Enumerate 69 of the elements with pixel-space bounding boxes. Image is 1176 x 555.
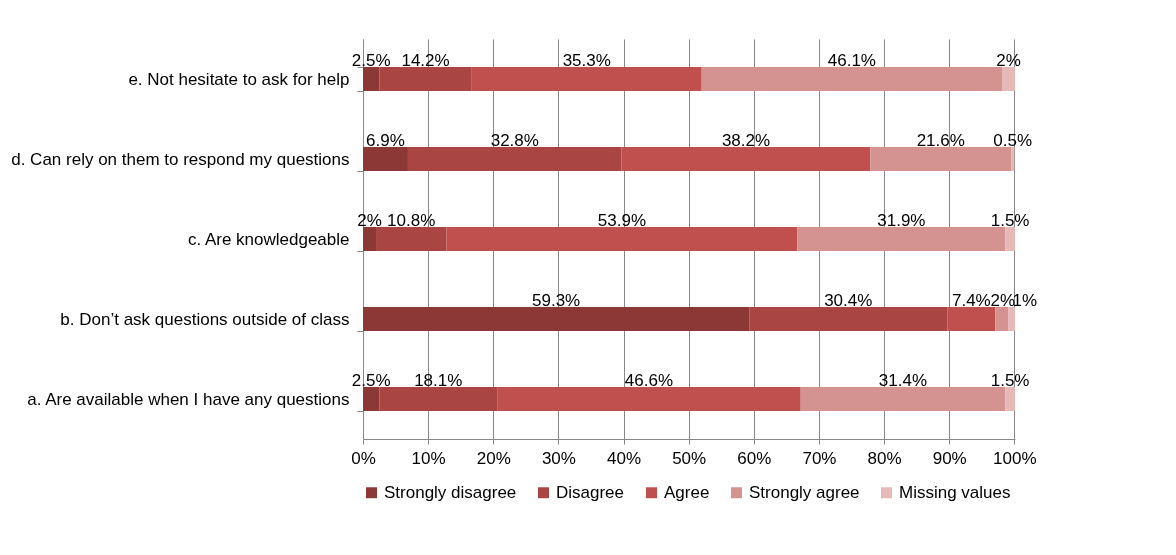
x-tick-label: 90% — [932, 448, 967, 468]
bar — [701, 67, 1002, 91]
bar — [800, 387, 1006, 411]
x-tick-label: 40% — [607, 448, 642, 468]
y-tick-label: e. Not hesitate to ask for help — [128, 69, 350, 89]
legend-label: Missing values — [899, 482, 1011, 502]
bar — [1005, 227, 1015, 251]
data-label: 59.3% — [532, 291, 581, 310]
data-label: 10.8% — [387, 211, 436, 230]
bar — [407, 147, 622, 171]
bar — [379, 67, 472, 91]
data-label: 6.9% — [366, 131, 405, 150]
data-label: 2.5% — [351, 51, 391, 70]
y-tick-label: d. Can rely on them to respond my questions — [11, 149, 350, 169]
y-tick-label: b. Don’t ask questions outside of class — [60, 309, 350, 329]
bar — [471, 67, 702, 91]
bar — [870, 147, 1012, 171]
x-tick-label: 0% — [351, 448, 376, 468]
x-tick-label: 80% — [867, 448, 902, 468]
data-label: 1.5% — [990, 211, 1030, 230]
bar — [363, 67, 380, 91]
legend-label: Strongly disagree — [384, 482, 517, 502]
bar — [363, 147, 408, 171]
bar — [995, 307, 1009, 331]
data-label: 31.4% — [878, 371, 928, 390]
data-label: 46.6% — [624, 371, 674, 390]
bar — [363, 227, 377, 251]
data-label: 46.1% — [827, 51, 876, 70]
data-label: 7.4% — [951, 291, 991, 310]
legend-label: Disagree — [556, 482, 625, 502]
x-tick-label: 60% — [737, 448, 772, 468]
bar — [1001, 67, 1015, 91]
bar — [363, 387, 380, 411]
x-tick-label: 20% — [476, 448, 511, 468]
bar — [621, 147, 871, 171]
data-label: 2.5% — [351, 371, 391, 390]
bar — [1005, 387, 1015, 411]
bar — [749, 307, 948, 331]
data-label: 53.9% — [597, 211, 647, 230]
legend-label: Agree — [664, 482, 710, 502]
bar — [1011, 147, 1015, 171]
data-label: 14.2% — [401, 51, 450, 70]
bar — [363, 307, 750, 331]
data-label: 35.3% — [562, 51, 611, 70]
data-label: 38.2% — [721, 131, 771, 150]
x-tick-label: 10% — [411, 448, 446, 468]
bar — [497, 387, 801, 411]
bar — [446, 227, 798, 251]
bar — [1008, 307, 1015, 331]
data-label: 0.5% — [993, 131, 1033, 150]
bar — [379, 387, 498, 411]
data-label: 2% — [357, 211, 382, 230]
x-tick-label: 50% — [672, 448, 707, 468]
data-label: 30.4% — [824, 291, 873, 310]
data-label: 31.9% — [877, 211, 926, 230]
legend-label: Strongly agree — [749, 482, 860, 502]
data-label: 21.6% — [916, 131, 965, 150]
bar — [797, 227, 1006, 251]
y-tick-label: a. Are available when I have any questions — [27, 389, 350, 409]
y-tick-label: c. Are knowledgeable — [187, 229, 350, 249]
bar — [376, 227, 447, 251]
bar — [947, 307, 996, 331]
data-label: 18.1% — [414, 371, 463, 390]
x-tick-label: 100% — [993, 448, 1037, 468]
x-tick-label: 30% — [541, 448, 576, 468]
data-label: 32.8% — [490, 131, 539, 150]
data-label: 2% — [996, 51, 1021, 70]
x-tick-label: 70% — [802, 448, 837, 468]
data-label: 1.5% — [990, 371, 1030, 390]
